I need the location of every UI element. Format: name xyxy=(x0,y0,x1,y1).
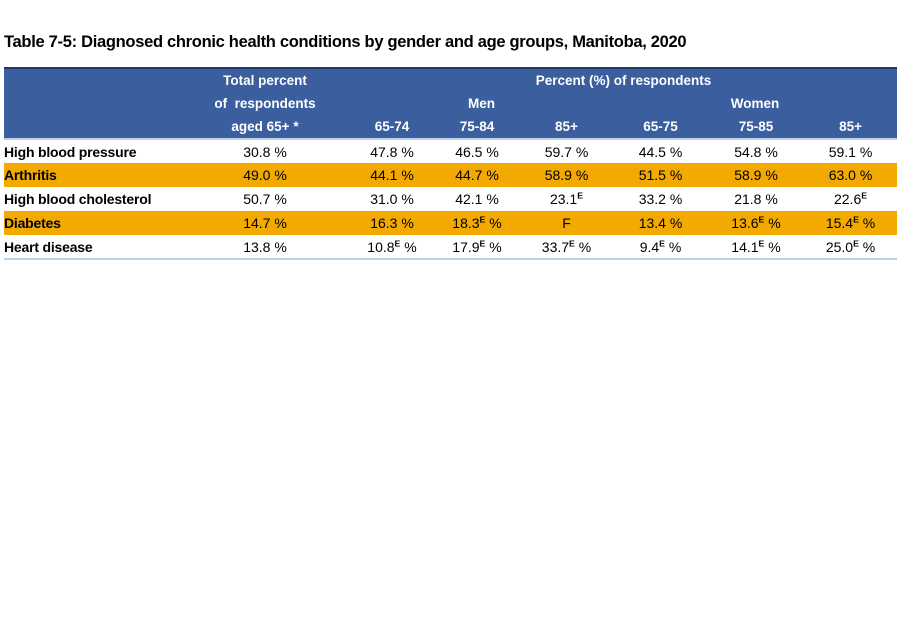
table-row: High blood cholesterol 50.7 % 31.0 % 42.1 %… xyxy=(4,187,898,211)
chronic-conditions-table: Total percent Percent (%) of respondents… xyxy=(4,67,898,260)
page-title: Table 7-5: Diagnosed chronic health cond… xyxy=(4,33,687,51)
data-cell: 31.0 % xyxy=(350,187,434,211)
table-row: Arthritis 49.0 % 44.1 % 44.7 % 58.9 % 51.5 % 5… xyxy=(4,163,898,187)
data-cell: 54.8 % xyxy=(708,138,804,163)
header-age-col-men-65-74: 65-74 xyxy=(350,115,434,140)
data-cell: 18.3E % xyxy=(434,211,520,235)
data-cell: 63.0 % xyxy=(804,163,898,187)
row-label: Arthritis xyxy=(4,163,180,187)
data-cell: 50.7 % xyxy=(180,187,350,211)
estimate-flag: E xyxy=(853,214,859,225)
data-cell: 33.7E % xyxy=(520,235,613,259)
estimate-flag: E xyxy=(479,237,486,248)
table-header: Total percent Percent (%) of respondents… xyxy=(4,68,898,140)
row-label: High blood pressure xyxy=(4,138,180,163)
header-age-col-men-75-84: 75-84 xyxy=(434,115,520,140)
data-cell: 16.3 % xyxy=(350,211,434,235)
table-row: High blood pressure 30.8 % 47.8 % 46.5 % 59.… xyxy=(4,138,898,163)
row-label: High blood cholesterol xyxy=(4,187,180,211)
estimate-flag: E xyxy=(479,214,486,225)
data-cell: 51.5 % xyxy=(613,163,708,187)
data-cell: 59.1 % xyxy=(804,138,898,163)
header-men-group: Men xyxy=(350,92,613,115)
data-cell: 58.9 % xyxy=(520,163,613,187)
estimate-flag: E xyxy=(861,190,868,201)
data-cell: 42.1 % xyxy=(434,187,520,211)
data-cell: 59.7 % xyxy=(520,138,613,163)
data-cell: 44.7 % xyxy=(434,163,520,187)
data-cell: 10.8E % xyxy=(350,235,434,259)
data-cell: 58.9 % xyxy=(708,163,804,187)
data-cell: 15.4E % xyxy=(804,211,898,235)
header-group-title: Percent (%) of respondents xyxy=(350,68,898,92)
header-age-col-women-85plus: 85+ xyxy=(804,115,898,140)
estimate-flag: E xyxy=(577,190,584,201)
header-corner-cell xyxy=(4,92,180,115)
data-cell: 25.0E % xyxy=(804,235,898,259)
row-label: Diabetes xyxy=(4,211,180,235)
data-cell: 46.5 % xyxy=(434,138,520,163)
row-label: Heart disease xyxy=(4,235,180,259)
data-cell: 44.5 % xyxy=(613,138,708,163)
data-cell: 13.4 % xyxy=(613,211,708,235)
data-cell: 22.6E xyxy=(804,187,898,211)
header-row-2: of respondents Men Women xyxy=(4,92,898,115)
header-total-line-1: Total percent xyxy=(180,68,350,92)
data-cell: 14.7 % xyxy=(180,211,350,235)
data-cell: 23.1E xyxy=(520,187,613,211)
header-women-group: Women xyxy=(613,92,898,115)
header-corner-cell xyxy=(4,68,180,92)
data-cell: 49.0 % xyxy=(180,163,350,187)
estimate-flag: E xyxy=(853,237,859,248)
data-cell: 13.8 % xyxy=(180,235,350,259)
table-row: Heart disease 13.8 % 10.8E % 17.9E % 33.7E %… xyxy=(4,235,898,259)
data-cell: 47.8 % xyxy=(350,138,434,163)
header-row-3: aged 65+ * 65-74 75-84 85+ 65-75 75-85 8… xyxy=(4,115,898,140)
data-cell: 30.8 % xyxy=(180,138,350,163)
data-cell: 17.9E % xyxy=(434,235,520,259)
estimate-flag: E xyxy=(758,214,765,225)
data-cell: 14.1E % xyxy=(708,235,804,259)
header-age-col-women-75-85: 75-85 xyxy=(708,115,804,140)
data-cell: 13.6E % xyxy=(708,211,804,235)
header-total-line-3: aged 65+ * xyxy=(180,115,350,140)
table-body: High blood pressure 30.8 % 47.8 % 46.5 % 59.… xyxy=(4,138,898,259)
data-cell: 9.4E % xyxy=(613,235,708,259)
data-cell: 44.1 % xyxy=(350,163,434,187)
data-cell: 21.8 % xyxy=(708,187,804,211)
estimate-flag: E xyxy=(394,237,401,248)
header-row-1: Total percent Percent (%) of respondents xyxy=(4,68,898,92)
table-row: Diabetes 14.7 % 16.3 % 18.3E % F 13.4 % 13.6E … xyxy=(4,211,898,235)
estimate-flag: E xyxy=(569,237,575,248)
data-cell: F xyxy=(520,211,613,235)
header-age-col-women-65-75: 65-75 xyxy=(613,115,708,140)
header-total-line-2: of respondents xyxy=(180,92,350,115)
header-age-col-men-85plus: 85+ xyxy=(520,115,613,140)
estimate-flag: E xyxy=(758,237,765,248)
estimate-flag: E xyxy=(659,237,665,248)
header-corner-cell xyxy=(4,115,180,140)
data-cell: 33.2 % xyxy=(613,187,708,211)
